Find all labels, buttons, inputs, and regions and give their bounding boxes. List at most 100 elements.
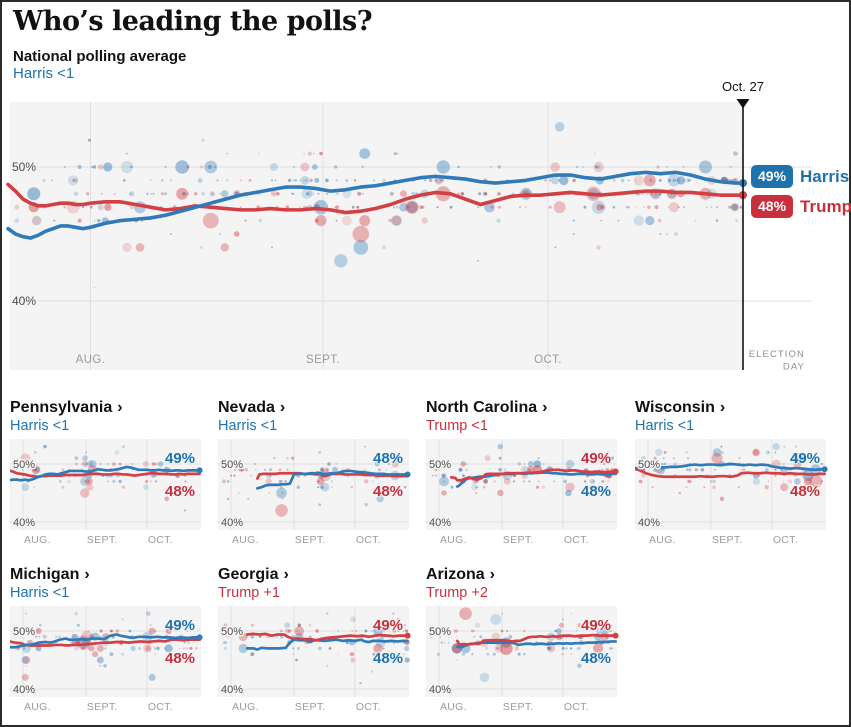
endpoint-pct-label: 49% (581, 450, 611, 467)
x-month-label: OCT. (148, 534, 173, 546)
state-poll-chart: 50% 40% AUG. SEPT. OCT. 49% 48% (218, 606, 411, 713)
y-tick-label: 50% (13, 459, 35, 471)
x-month-label: SEPT. (87, 701, 118, 713)
endpoint-pct-label: 49% (373, 617, 403, 634)
endpoint-pct-label: 48% (165, 483, 195, 500)
election-day-label: ELECTION (749, 349, 805, 360)
state-lead-label: Harris <1 (218, 418, 278, 434)
state-link[interactable]: North Carolina › (426, 399, 547, 417)
x-month-label: OCT. (564, 701, 589, 713)
state-name: Nevada (218, 399, 275, 416)
x-month-label: SEPT. (503, 534, 534, 546)
state-name: North Carolina (426, 399, 538, 416)
endpoint-pct-label: 49% (581, 617, 611, 634)
y-tick-label: 40% (13, 517, 35, 529)
x-month-label: SEPT. (712, 534, 743, 546)
state-lead-label: Trump +1 (218, 585, 280, 601)
state-lead-label: Trump +2 (426, 585, 488, 601)
y-tick-label: 50% (12, 160, 36, 174)
harris-name-label: Harris (800, 166, 850, 186)
marker-date-label: Oct. 27 (722, 79, 764, 94)
y-tick-label: 50% (221, 459, 243, 471)
state-card-nevada[interactable]: Nevada › Harris <1 50% 40% AUG. SEPT. OCT. 48% 48… (218, 399, 418, 557)
national-poll-chart: 50% 40% AUG. SEPT. OCT. ELECTION DAY (6, 99, 812, 373)
endpoint-pct-label: 48% (581, 650, 611, 667)
national-poll-chart-region: 50% 40% AUG. SEPT. OCT. ELECTION DAY (2, 88, 851, 384)
y-tick-label: 40% (429, 517, 451, 529)
state-poll-chart: 50% 40% AUG. SEPT. OCT. 49% 48% (426, 439, 619, 546)
state-card-north-carolina[interactable]: North Carolina › Trump <1 50% 40% AUG. SEPT. OC… (426, 399, 626, 557)
x-month-label: OCT. (148, 701, 173, 713)
x-month-label: OCT. (534, 354, 562, 366)
y-tick-label: 40% (429, 684, 451, 696)
state-card-georgia[interactable]: Georgia › Trump +1 50% 40% AUG. SEPT. OCT. 49% 48… (218, 566, 418, 724)
trump-name-label: Trump (800, 196, 851, 216)
state-link[interactable]: Wisconsin › (635, 399, 725, 417)
state-card-wisconsin[interactable]: Wisconsin › Harris <1 50% 40% AUG. SEPT. OCT. 49… (635, 399, 835, 557)
state-link[interactable]: Nevada › (218, 399, 285, 417)
state-lead-label: Harris <1 (10, 418, 70, 434)
state-card-michigan[interactable]: Michigan › Harris <1 50% 40% AUG. SEPT. OCT. 49%… (10, 566, 210, 724)
x-month-label: AUG. (232, 701, 259, 713)
election-day-label: DAY (783, 362, 805, 373)
state-lead-label: Harris <1 (10, 585, 70, 601)
y-tick-label: 50% (429, 626, 451, 638)
state-poll-chart: 50% 40% AUG. SEPT. OCT. 49% 48% (426, 606, 619, 713)
state-card-arizona[interactable]: Arizona › Trump +2 50% 40% AUG. SEPT. OCT. 49% 48… (426, 566, 626, 724)
state-poll-chart: 50% 40% AUG. SEPT. OCT. 48% 48% (218, 439, 411, 546)
x-month-label: OCT. (773, 534, 798, 546)
endpoint-pct-label: 48% (790, 483, 820, 500)
y-tick-label: 50% (638, 459, 660, 471)
state-poll-chart: 50% 40% AUG. SEPT. OCT. 49% 48% (635, 439, 828, 546)
endpoint-pct-label: 49% (165, 450, 195, 467)
endpoint-pct-label: 49% (165, 617, 195, 634)
chevron-right-icon: › (279, 399, 286, 416)
endpoint-pct-label: 48% (581, 483, 611, 500)
x-month-label: SEPT. (295, 534, 326, 546)
x-month-label: AUG. (24, 701, 51, 713)
endpoint-pct-label: 48% (373, 650, 403, 667)
national-heading: National polling average (13, 48, 187, 65)
page-title: Who’s leading the polls? (13, 6, 373, 37)
y-tick-label: 40% (12, 294, 36, 308)
x-month-label: AUG. (24, 534, 51, 546)
endpoint-pct-label: 48% (373, 483, 403, 500)
state-link[interactable]: Pennsylvania › (10, 399, 123, 417)
x-month-label: OCT. (564, 534, 589, 546)
x-month-label: SEPT. (87, 534, 118, 546)
x-month-label: AUG. (440, 534, 467, 546)
y-tick-label: 40% (13, 684, 35, 696)
harris-pct-badge: 49% (751, 165, 794, 188)
state-poll-chart: 50% 40% AUG. SEPT. OCT. 49% 48% (10, 439, 203, 546)
chevron-right-icon: › (283, 566, 289, 583)
harris-endpoint-badge: 49% Harris (751, 165, 849, 188)
trump-pct-badge: 48% (751, 195, 794, 218)
national-lead: Harris <1 (13, 65, 75, 82)
marker-triangle-icon (736, 99, 750, 109)
x-month-label: AUG. (440, 701, 467, 713)
state-name: Georgia (218, 566, 279, 583)
chevron-right-icon: › (117, 399, 123, 416)
chevron-right-icon: › (542, 399, 548, 416)
state-poll-chart: 50% 40% AUG. SEPT. OCT. 49% 48% (10, 606, 203, 713)
endpoint-pct-label: 48% (165, 650, 195, 667)
state-lead-label: Trump <1 (426, 418, 488, 434)
x-month-label: AUG. (232, 534, 259, 546)
chevron-right-icon: › (489, 566, 495, 583)
state-lead-label: Harris <1 (635, 418, 695, 434)
state-name: Arizona (426, 566, 485, 583)
y-tick-label: 40% (221, 684, 243, 696)
y-tick-label: 50% (429, 459, 451, 471)
endpoint-pct-label: 48% (373, 450, 403, 467)
state-link[interactable]: Georgia › (218, 566, 289, 584)
state-link[interactable]: Arizona › (426, 566, 495, 584)
x-month-label: AUG. (76, 354, 106, 366)
state-card-pennsylvania[interactable]: Pennsylvania › Harris <1 50% 40% AUG. SEPT. OCT… (10, 399, 210, 557)
state-name: Michigan (10, 566, 80, 583)
x-month-label: SEPT. (295, 701, 326, 713)
y-tick-label: 40% (221, 517, 243, 529)
state-link[interactable]: Michigan › (10, 566, 90, 584)
endpoint-pct-label: 49% (790, 450, 820, 467)
x-month-label: AUG. (649, 534, 676, 546)
